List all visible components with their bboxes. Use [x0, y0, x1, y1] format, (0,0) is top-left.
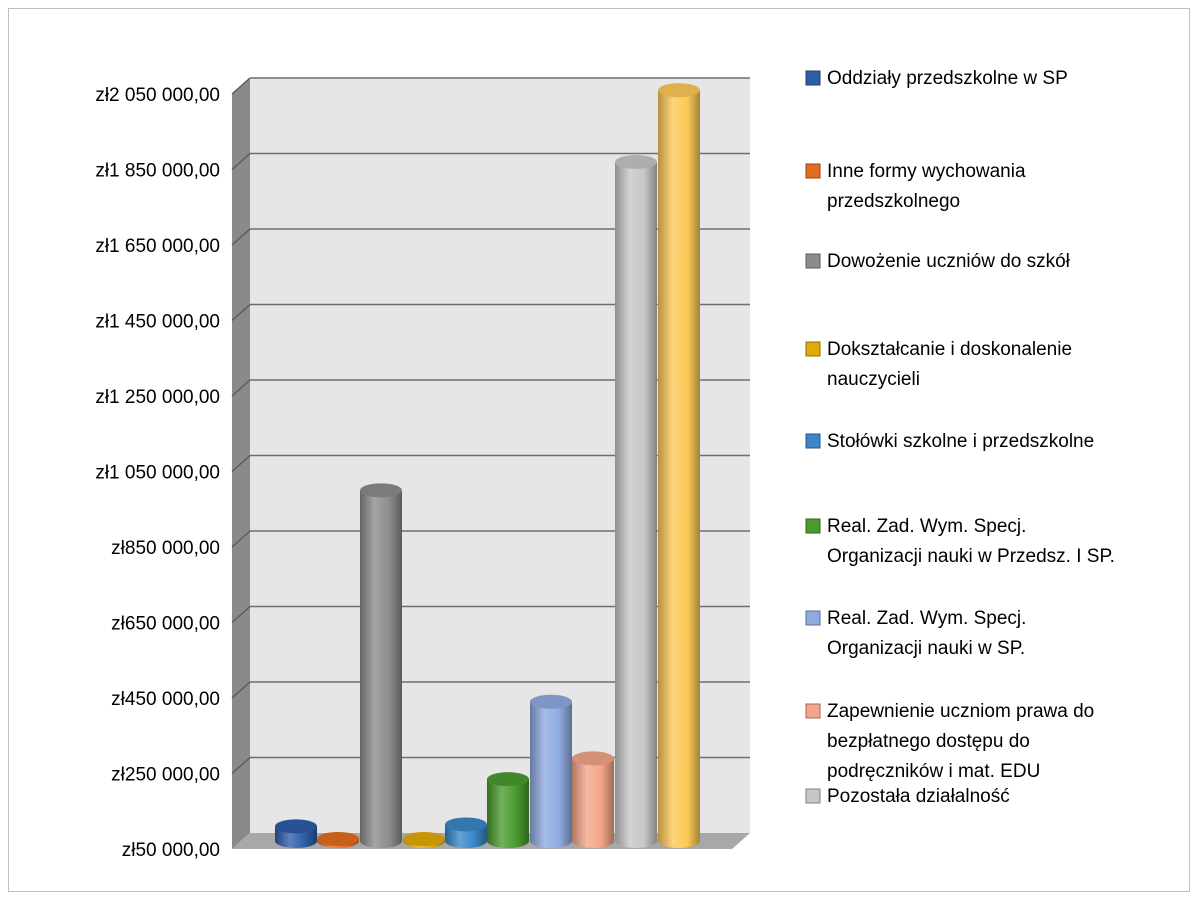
legend-item: Real. Zad. Wym. Specj. Organizacji nauki …	[805, 608, 1026, 659]
legend-swatch	[805, 341, 821, 357]
legend-swatch	[805, 163, 821, 179]
legend-item: Dokształcanie i doskonalenie nauczycieli	[805, 339, 1072, 390]
bar	[572, 751, 614, 848]
y-tick-label: zł1 650 000,00	[95, 236, 220, 257]
bar	[445, 817, 487, 848]
legend-swatch	[805, 518, 821, 534]
y-tick-label: zł250 000,00	[111, 765, 220, 786]
y-tick-label: zł450 000,00	[111, 689, 220, 710]
bar	[615, 154, 657, 848]
bar-top	[275, 819, 317, 834]
bar-body	[530, 701, 572, 848]
y-axis-tick-labels: zł50 000,00 zł250 000,00 zł450 000,00 zł650…	[95, 85, 220, 861]
legend-label: Organizacji nauki w SP.	[827, 638, 1025, 659]
legend-item: Real. Zad. Wym. Specj. Organizacji nauki …	[805, 516, 1115, 567]
legend-item: Dowożenie uczniów do szkół	[805, 251, 1071, 272]
legend-item: Inne formy wychowania przedszkolnego	[805, 161, 1026, 212]
bar-body	[615, 161, 657, 848]
y-tick-label: zł2 050 000,00	[95, 85, 220, 106]
bar-top	[615, 154, 657, 169]
legend-swatch	[805, 788, 821, 804]
gridline-side	[231, 605, 251, 624]
legend-swatch	[805, 70, 821, 86]
gridline-side	[231, 228, 251, 246]
legend-label: przedszkolnego	[827, 191, 960, 212]
gridline-side	[231, 152, 251, 171]
bar-top	[572, 751, 614, 766]
gridline-side	[231, 756, 251, 775]
legend-label: bezpłatnego dostępu do	[827, 731, 1030, 752]
gridline-side	[231, 454, 251, 473]
bar	[360, 483, 402, 848]
legend-label: Inne formy wychowania	[827, 161, 1026, 182]
legend-label: Oddziały przedszkolne w SP	[827, 68, 1068, 89]
bar-body	[572, 758, 614, 848]
legend-label: Real. Zad. Wym. Specj.	[827, 608, 1026, 629]
legend-swatch	[805, 253, 821, 269]
bar	[530, 694, 572, 848]
bar-body	[487, 779, 529, 848]
bar	[403, 832, 445, 848]
bar-top	[317, 832, 359, 846]
legend-item: Zapewnienie uczniom prawa do bezpłatnego …	[805, 701, 1094, 782]
legend: Oddziały przedszkolne w SP Inne formy wyc…	[805, 68, 1115, 807]
bar-top	[530, 694, 572, 709]
bar-body	[360, 490, 402, 848]
y-tick-label: zł50 000,00	[122, 840, 220, 861]
y-tick-label: zł1 050 000,00	[95, 463, 220, 484]
bar	[487, 772, 529, 848]
legend-swatch	[805, 610, 821, 626]
legend-label: Dokształcanie i doskonalenie	[827, 339, 1072, 360]
gridline-side	[231, 681, 251, 699]
legend-item: Oddziały przedszkolne w SP	[805, 68, 1068, 89]
gridline-side	[231, 303, 251, 322]
gridline-side	[231, 77, 251, 95]
bar-top	[658, 83, 700, 98]
bar	[275, 819, 317, 848]
bar-top	[360, 483, 402, 498]
bar	[658, 83, 700, 848]
legend-label: Organizacji nauki w Przedsz. I SP.	[827, 546, 1115, 567]
y-tick-label: zł1 250 000,00	[95, 387, 220, 408]
legend-item: Stołówki szkolne i przedszkolne	[805, 431, 1094, 452]
legend-label: nauczycieli	[827, 369, 920, 390]
legend-item: Pozostała działalność	[805, 786, 1010, 807]
legend-label: podręczników i mat. EDU	[827, 761, 1040, 782]
legend-label: Real. Zad. Wym. Specj.	[827, 516, 1026, 537]
gridline-side	[231, 379, 251, 397]
legend-swatch	[805, 703, 821, 719]
legend-swatch	[805, 433, 821, 449]
bar-body	[658, 90, 700, 848]
legend-label: Dowożenie uczniów do szkół	[827, 251, 1071, 272]
bars	[275, 83, 700, 848]
bar	[317, 832, 359, 848]
bar-top	[445, 817, 487, 832]
legend-label: Zapewnienie uczniom prawa do	[827, 701, 1094, 722]
legend-label: Stołówki szkolne i przedszkolne	[827, 431, 1094, 452]
bar-top	[403, 832, 445, 846]
bar-top	[487, 772, 529, 787]
y-tick-label: zł850 000,00	[111, 538, 220, 559]
legend-label: Pozostała działalność	[827, 786, 1010, 807]
y-tick-label: zł1 450 000,00	[95, 312, 220, 333]
gridline-side	[231, 530, 251, 548]
y-tick-label: zł650 000,00	[111, 614, 220, 635]
y-tick-label: zł1 850 000,00	[95, 161, 220, 182]
